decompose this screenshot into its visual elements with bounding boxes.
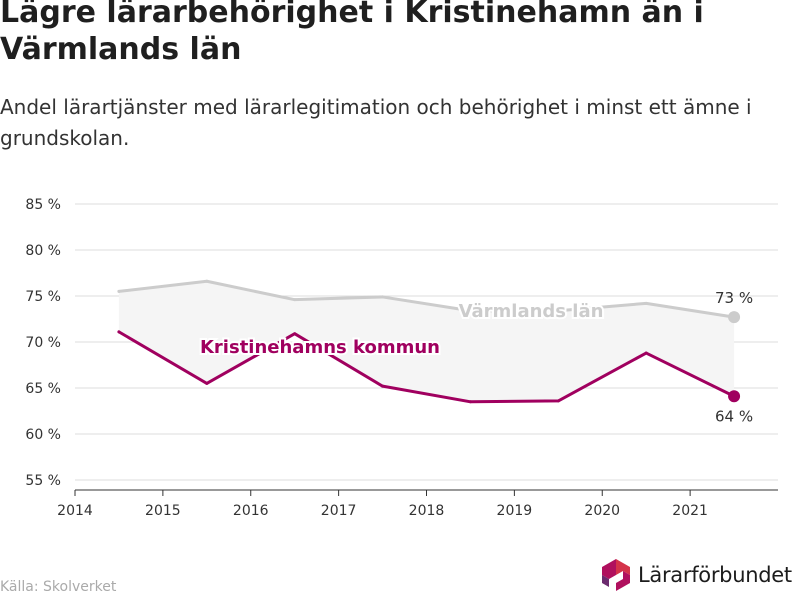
series-point bbox=[205, 279, 209, 283]
x-tick-label: 2020 bbox=[584, 503, 620, 519]
series-label-kristinehamn: Kristinehamns kommun bbox=[200, 337, 440, 358]
chart-title: Lägre lärarbehörighet i Kristinehamn än … bbox=[0, 0, 704, 67]
y-tick-label: 70 % bbox=[25, 335, 61, 351]
source-note: Källa: Skolverket bbox=[0, 579, 117, 595]
series-end-point bbox=[728, 311, 741, 324]
series-point bbox=[644, 301, 648, 305]
series-end-point bbox=[728, 390, 741, 403]
labels: 73 % 64 % Värmlands län Kristinehamns kommu… bbox=[198, 289, 753, 425]
series-end-label: 73 % bbox=[715, 289, 753, 307]
y-tick-label: 55 % bbox=[25, 473, 61, 489]
y-tick-label: 60 % bbox=[25, 427, 61, 443]
series-point bbox=[117, 289, 121, 293]
series-point bbox=[381, 384, 385, 388]
brand-logo-icon bbox=[602, 559, 630, 591]
grid-lines bbox=[75, 203, 778, 481]
difference-band-area bbox=[118, 281, 735, 402]
x-tick-label: 2016 bbox=[233, 503, 269, 519]
brand-logo-text: Lärarförbundet bbox=[638, 563, 792, 587]
brand-logo: Lärarförbundet bbox=[600, 556, 800, 594]
series-line-kristinehamn bbox=[117, 330, 736, 404]
x-tick-label: 2014 bbox=[57, 503, 93, 519]
series-point bbox=[381, 295, 385, 299]
series-end-label: 64 % bbox=[715, 407, 753, 425]
series-point bbox=[293, 298, 297, 302]
series-label-varmland: Värmlands län bbox=[459, 301, 604, 322]
series-point bbox=[117, 330, 121, 334]
series-lines bbox=[117, 279, 741, 404]
x-tick-label: 2021 bbox=[672, 503, 708, 519]
axes: 55 % 60 % 65 % 70 % 75 % 80 % 85 % 2014 2015 2016… bbox=[25, 197, 778, 519]
x-tick-label: 2017 bbox=[321, 503, 357, 519]
x-tick-label: 2018 bbox=[409, 503, 445, 519]
y-tick-label: 85 % bbox=[25, 197, 61, 213]
series-line-varmland bbox=[117, 279, 736, 319]
difference-band bbox=[118, 281, 735, 402]
series-point bbox=[556, 309, 560, 313]
series-point bbox=[205, 381, 209, 385]
y-tick-label: 75 % bbox=[25, 289, 61, 305]
series-point bbox=[644, 351, 648, 355]
chart-subtitle: Andel lärartjänster med lärarlegitimatio… bbox=[0, 95, 752, 150]
series-point bbox=[556, 399, 560, 403]
series-point bbox=[468, 400, 472, 404]
series-point bbox=[293, 332, 297, 336]
x-tick-label: 2015 bbox=[145, 503, 181, 519]
series-point bbox=[468, 309, 472, 313]
y-tick-label: 80 % bbox=[25, 243, 61, 259]
y-tick-label: 65 % bbox=[25, 381, 61, 397]
x-tick-label: 2019 bbox=[497, 503, 533, 519]
